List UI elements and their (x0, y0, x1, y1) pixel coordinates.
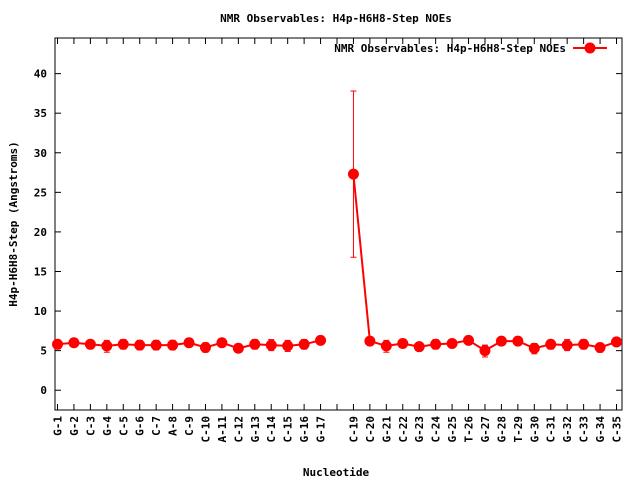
x-tick-label: C-19 (347, 416, 360, 443)
data-point (594, 341, 606, 353)
x-tick-label: G-30 (528, 416, 541, 443)
x-tick-label: C-15 (282, 416, 295, 443)
data-point (134, 339, 146, 351)
y-axis: 0 5 10 15 20 25 30 35 40 (34, 68, 622, 397)
data-point (545, 338, 557, 350)
data-point (298, 338, 310, 350)
x-tick-label: G-28 (495, 416, 508, 443)
legend: NMR Observables: H4p-H6H8-Step NOEs (334, 42, 607, 55)
data-point (512, 335, 524, 347)
data-point (611, 336, 622, 348)
data-point (380, 340, 392, 352)
x-tick-label: C-3 (84, 416, 97, 436)
x-tick-label: G-27 (479, 416, 492, 443)
x-tick-label: C-24 (430, 416, 443, 443)
data-point (167, 339, 179, 351)
data-point (463, 334, 475, 346)
data-point (528, 342, 540, 354)
data-point (495, 335, 507, 347)
data-point (216, 337, 228, 349)
x-tick-label: T-26 (463, 416, 476, 443)
y-tick-label: 15 (34, 265, 47, 278)
data-point (101, 340, 113, 352)
x-tick-label: C-35 (611, 416, 624, 443)
x-tick-label: G-16 (298, 416, 311, 443)
legend-label: NMR Observables: H4p-H6H8-Step NOEs (334, 42, 566, 55)
x-tick-label: C-9 (183, 416, 196, 436)
x-tick-label: G-13 (249, 416, 262, 443)
x-tick-label: C-20 (364, 416, 377, 443)
x-tick-label: G-1 (52, 416, 65, 436)
x-tick-label: G-34 (594, 416, 607, 443)
data-point (430, 338, 442, 350)
data-point (84, 338, 96, 350)
x-tick-label: C-7 (150, 416, 163, 436)
x-axis-label: Nucleotide (303, 466, 370, 479)
y-tick-label: 35 (34, 107, 47, 120)
x-tick-label: C-33 (578, 416, 591, 443)
x-tick-label: A-11 (216, 416, 229, 443)
y-tick-label: 25 (34, 186, 47, 199)
data-point (232, 342, 244, 354)
data-point (413, 341, 425, 353)
y-tick-label: 0 (40, 384, 47, 397)
data-point (199, 341, 211, 353)
chart-title: NMR Observables: H4p-H6H8-Step NOEs (220, 12, 452, 25)
x-tick-label: C-10 (199, 416, 212, 443)
x-tick-label: A-8 (167, 416, 180, 436)
data-point (117, 338, 129, 350)
x-tick-label: G-17 (315, 416, 328, 443)
y-tick-label: 40 (34, 68, 47, 81)
y-tick-label: 5 (40, 345, 47, 358)
x-tick-label: C-14 (265, 416, 278, 443)
data-point (282, 340, 294, 352)
plot-frame (54, 37, 623, 411)
data-point (397, 338, 409, 350)
data-point (446, 338, 458, 350)
data-point (265, 339, 277, 351)
y-axis-label: H4p-H6H8-Step (Angstroms) (7, 141, 20, 307)
x-tick-label: C-22 (397, 416, 410, 443)
data-point (183, 337, 195, 349)
legend-marker (584, 42, 596, 54)
x-tick-label: C-12 (232, 416, 245, 443)
data-point (479, 345, 491, 357)
data-point (68, 337, 80, 349)
data-point (347, 168, 359, 180)
x-tick-label: G-2 (68, 416, 81, 436)
x-axis: G-1 G-2 C-3 G-4 C-5 G-6 C-7 A-8 C-9 C-10 A-11 C-12 G… (52, 38, 624, 443)
x-tick-label: G-21 (380, 416, 393, 443)
x-tick-label: G-32 (561, 416, 574, 443)
x-tick-label: G-25 (446, 416, 459, 443)
y-tick-label: 20 (34, 226, 47, 239)
data-point (52, 338, 63, 350)
series-layer (52, 90, 622, 358)
x-tick-label: G-6 (134, 416, 147, 436)
data-point (364, 335, 376, 347)
y-tick-label: 30 (34, 147, 47, 160)
x-tick-label: C-31 (545, 416, 558, 443)
x-tick-label: G-4 (101, 416, 114, 436)
x-tick-label: C-5 (117, 416, 130, 436)
data-point (578, 338, 590, 350)
data-point (561, 339, 573, 351)
x-tick-label: T-29 (512, 416, 525, 443)
y-tick-label: 10 (34, 305, 47, 318)
series-line (352, 174, 617, 352)
data-point (150, 339, 162, 351)
data-point (249, 338, 261, 350)
x-tick-label: G-23 (413, 416, 426, 443)
data-point (315, 334, 327, 346)
